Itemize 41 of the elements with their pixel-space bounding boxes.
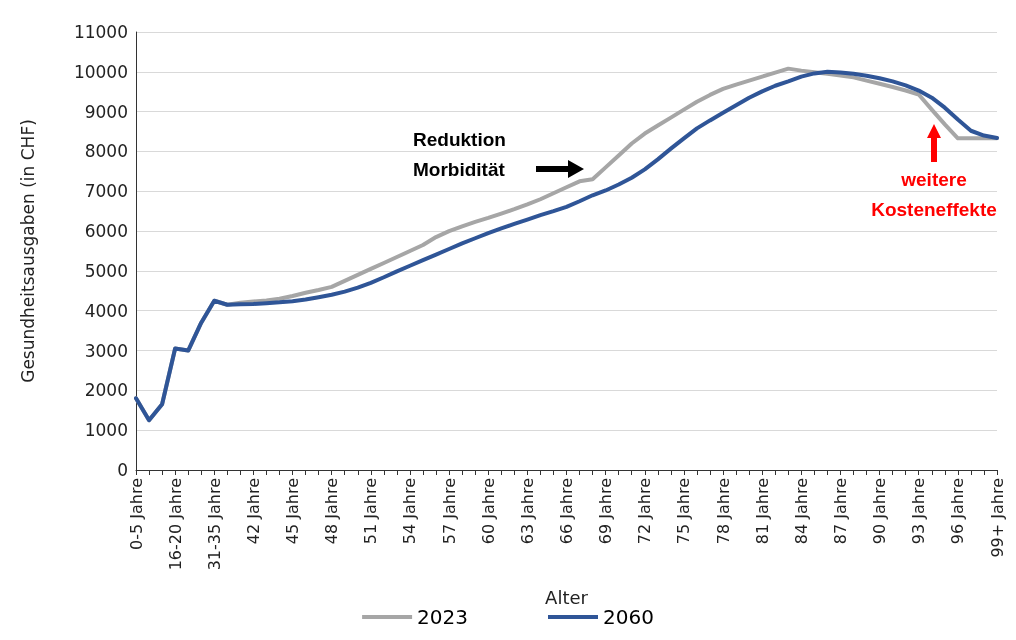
y-tick-label: 10000 <box>73 61 128 82</box>
x-tick-label: 90 Jahre <box>870 478 890 545</box>
y-tick-label: 2000 <box>84 380 128 401</box>
annotation: Reduktion Morbidität <box>413 128 506 180</box>
y-tick-label: 11000 <box>73 22 128 42</box>
legend-label: 2060 <box>603 605 654 629</box>
x-tick-label: 96 Jahre <box>948 478 968 545</box>
x-axis-title: Alter <box>545 586 589 608</box>
x-tick-label: 84 Jahre <box>791 478 811 545</box>
y-tick-label: 5000 <box>84 260 128 281</box>
x-tick-label: 78 Jahre <box>713 478 733 545</box>
x-tick-label: 42 Jahre <box>243 478 263 545</box>
x-tick-label: 57 Jahre <box>439 478 459 545</box>
x-tick-label: 51 Jahre <box>361 478 381 545</box>
x-tick-label: 60 Jahre <box>478 478 498 545</box>
y-tick-label: 7000 <box>84 181 128 202</box>
x-tick-label: 66 Jahre <box>557 478 576 545</box>
y-tick-label: 0 <box>117 460 128 480</box>
x-tick-label: 99+ Jahre <box>987 478 1007 558</box>
x-tick-label: 31-35 Jahre <box>204 478 224 571</box>
y-tick-label: 8000 <box>84 141 128 162</box>
x-tick-label: 69 Jahre <box>596 478 616 545</box>
annotation: weitere Kosteneffekte <box>871 168 997 220</box>
x-tick-label: 48 Jahre <box>322 478 342 545</box>
x-tick-label: 45 Jahre <box>283 478 303 545</box>
legend-label: 2023 <box>417 605 469 629</box>
y-tick-label: 3000 <box>84 340 128 361</box>
x-tick-label: 75 Jahre <box>674 478 694 545</box>
y-tick-label: 1000 <box>84 420 128 441</box>
x-tick-label: 16-20 Jahre <box>165 478 185 571</box>
x-tick-label: 0-5 Jahre <box>126 478 146 550</box>
y-tick-label: 4000 <box>84 300 128 321</box>
x-tick-label: 93 Jahre <box>909 478 929 545</box>
x-tick-label: 54 Jahre <box>400 478 420 545</box>
x-tick-label: 72 Jahre <box>635 478 655 545</box>
x-tick-label: 87 Jahre <box>830 478 850 545</box>
y-axis-title: Gesundheitsausgaben (in CHF) <box>17 119 38 383</box>
x-tick-label: 81 Jahre <box>752 478 772 545</box>
y-tick-label: 9000 <box>84 101 128 122</box>
y-tick-label: 6000 <box>84 221 128 242</box>
x-tick-label: 63 Jahre <box>517 478 537 545</box>
